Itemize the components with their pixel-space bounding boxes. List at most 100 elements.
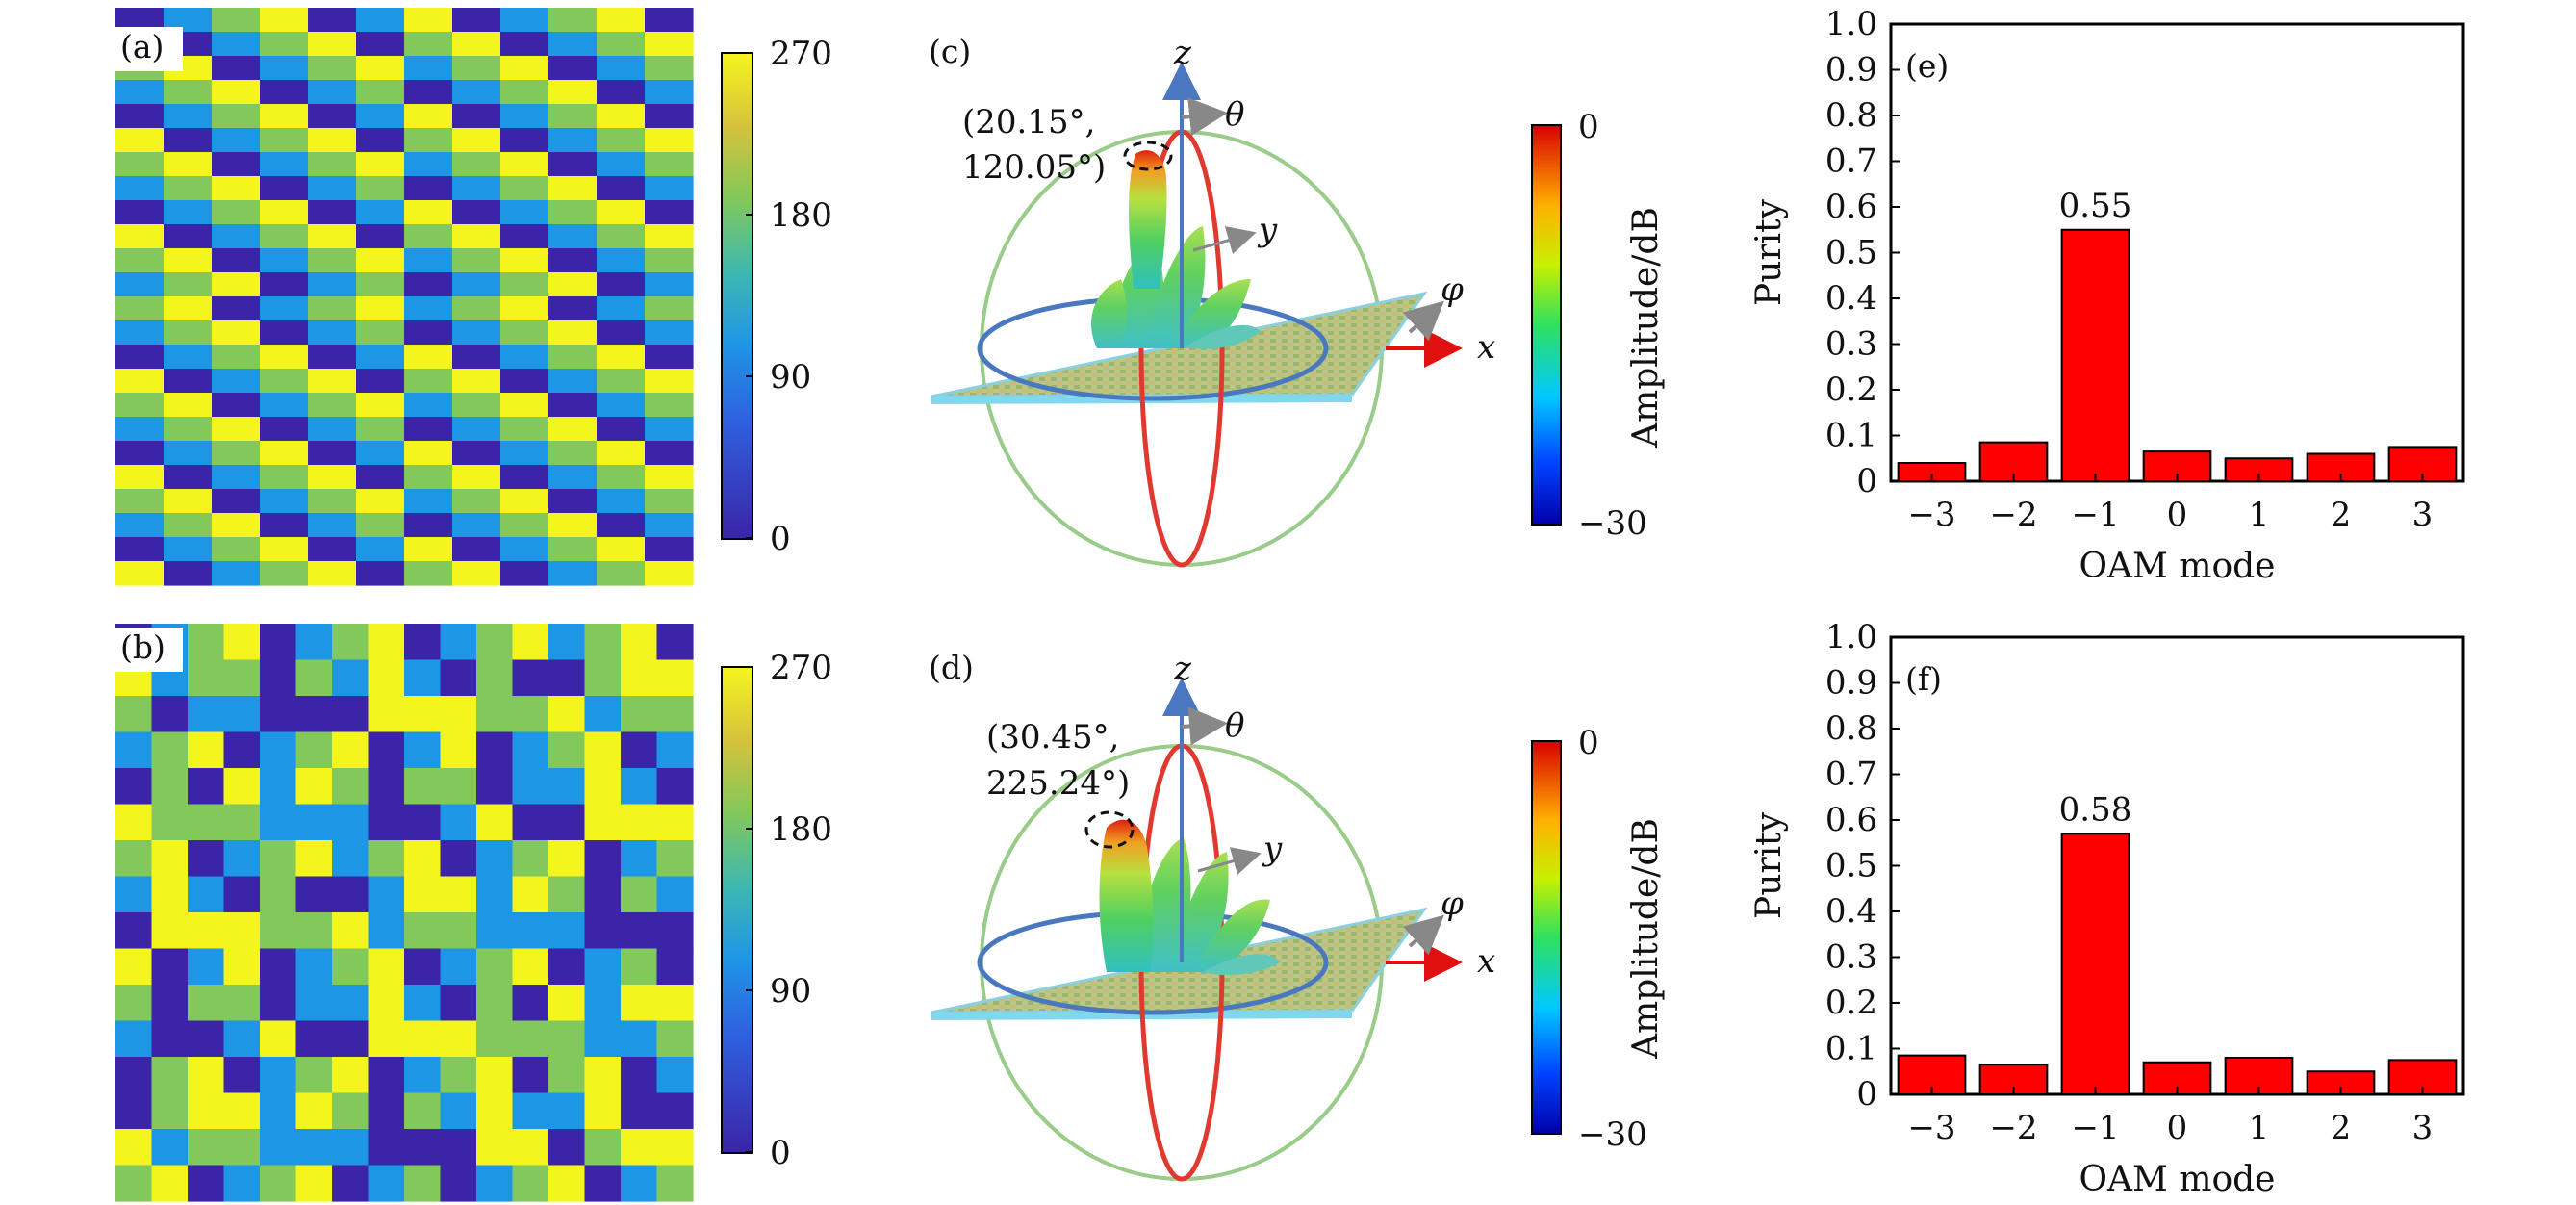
phase-grid-a [115, 8, 694, 586]
phase-cell [115, 345, 140, 370]
phase-cell [188, 985, 225, 1022]
phase-cell [308, 200, 333, 225]
phase-cell [548, 393, 574, 418]
phase-cell [284, 248, 309, 273]
phase-cell [621, 489, 646, 514]
phase-cell [524, 200, 549, 225]
phase-cell [597, 104, 622, 129]
phase-cell [500, 345, 525, 370]
phase-cell [548, 840, 586, 878]
phase-cell [669, 80, 694, 105]
phase-cell [548, 985, 586, 1022]
phase-cell [212, 561, 237, 586]
phase-cell [645, 561, 670, 586]
phase-cell [669, 489, 694, 514]
phase-cell [669, 128, 694, 153]
phase-cell [260, 912, 297, 950]
phase-cell [212, 441, 237, 466]
phase-cell [356, 272, 381, 297]
phase-cell [476, 104, 501, 129]
phase-cell [669, 345, 694, 370]
phase-cell [332, 32, 357, 57]
phase-cell [476, 561, 501, 586]
phase-cell [115, 441, 140, 466]
phase-cell [260, 369, 285, 394]
phase-cell [428, 489, 453, 514]
phase-cell [115, 840, 153, 878]
phase-cell [260, 1092, 297, 1130]
phase-cell [115, 537, 140, 562]
phase-cell [428, 104, 453, 129]
phase-cell [284, 152, 309, 177]
phase-cell [597, 296, 622, 321]
phase-cell [597, 8, 622, 33]
phase-cell [621, 272, 646, 297]
phase-cell [656, 1057, 694, 1094]
phase-cell [164, 369, 189, 394]
phase-cell [512, 696, 549, 733]
axis-label-phi: φ [1441, 270, 1464, 309]
phase-cell [404, 417, 429, 442]
phase-cell [284, 465, 309, 490]
panel-label-d: (d) [929, 649, 974, 686]
phase-cell [524, 152, 549, 177]
phase-cell [524, 80, 549, 105]
phase-cell [404, 1020, 442, 1058]
phase-cell [332, 876, 370, 913]
phase-grid-b [115, 624, 694, 1202]
phase-cell [380, 561, 405, 586]
phase-cell [500, 176, 525, 201]
phase-cell [548, 948, 586, 986]
phase-cell [597, 176, 622, 201]
phase-cell [512, 1165, 549, 1202]
phase-cell [308, 128, 333, 153]
phase-cell [115, 128, 140, 153]
phase-cell [621, 985, 658, 1022]
y-tick-label: 0.8 [1825, 709, 1877, 748]
phase-cell [669, 152, 694, 177]
phase-cell [548, 731, 586, 769]
phase-cell [597, 56, 622, 81]
phase-cell [404, 272, 429, 297]
phase-cell [645, 104, 670, 129]
phase-cell [597, 537, 622, 562]
phase-cell [115, 912, 153, 950]
phase-cell [308, 561, 333, 586]
phase-cell [308, 369, 333, 394]
phase-cell [164, 320, 189, 346]
phase-cell [573, 513, 598, 538]
phase-cell [164, 104, 189, 129]
phase-cell [212, 128, 237, 153]
phase-cell [188, 1165, 225, 1202]
phase-cell [223, 1057, 261, 1094]
phase-cell [548, 1057, 586, 1094]
phase-cell [597, 465, 622, 490]
phase-cell [645, 8, 670, 33]
phase-cell [295, 624, 333, 661]
phase-cell [284, 8, 309, 33]
phase-cell [356, 128, 381, 153]
phase-cell [260, 224, 285, 249]
phase-cell [440, 659, 477, 697]
phase-cell [404, 561, 429, 586]
phase-cell [621, 840, 658, 878]
phase-cell [308, 272, 333, 297]
phase-cell [476, 441, 501, 466]
phase-cell [428, 537, 453, 562]
y-tick-label: 0.1 [1825, 417, 1877, 455]
phase-cell [404, 537, 429, 562]
phase-cell [380, 152, 405, 177]
phase-cell [368, 1165, 405, 1202]
phase-cell [260, 80, 285, 105]
phase-cell [188, 80, 213, 105]
phase-cell [380, 200, 405, 225]
beam-annotation-line2: 225.24°) [986, 764, 1130, 803]
phase-cell [656, 731, 694, 769]
phase-cell [548, 417, 574, 442]
phase-cell [476, 224, 501, 249]
phi-arrow [1402, 914, 1444, 956]
phase-cell [236, 176, 261, 201]
phase-cell [236, 393, 261, 418]
phase-cell [284, 513, 309, 538]
phase-cell [151, 696, 189, 733]
